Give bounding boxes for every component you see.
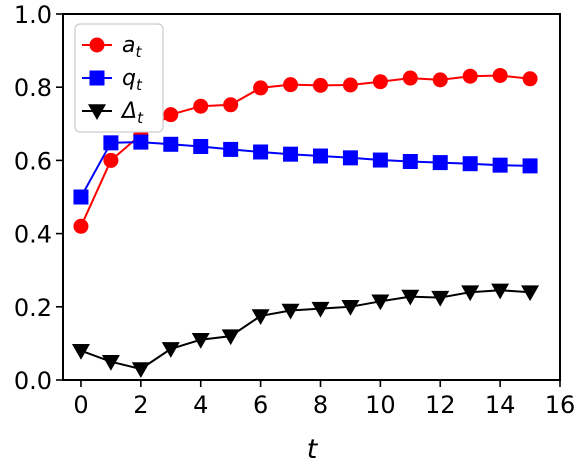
data-point — [492, 157, 508, 173]
data-point — [223, 97, 239, 113]
x-axis-label: t — [307, 434, 319, 465]
data-point — [432, 155, 448, 171]
data-point — [71, 343, 90, 360]
data-point — [402, 70, 418, 86]
x-tick-label: 4 — [193, 391, 208, 419]
data-point — [253, 144, 269, 160]
data-point — [193, 138, 209, 154]
series-line — [80, 141, 531, 198]
legend-marker — [88, 104, 106, 120]
data-point — [131, 362, 150, 379]
data-point — [431, 290, 450, 307]
data-point — [101, 354, 120, 371]
data-point — [281, 303, 300, 320]
legend-label: Δt — [120, 99, 144, 127]
x-tick-label: 14 — [485, 391, 516, 419]
data-point — [223, 141, 239, 157]
data-point — [311, 301, 330, 318]
y-tick-label: 0.4 — [14, 221, 52, 249]
data-point — [402, 153, 418, 169]
data-point — [163, 136, 179, 152]
legend-marker — [89, 70, 105, 86]
legend-subscript: t — [137, 109, 144, 127]
data-point — [73, 189, 89, 205]
y-tick-label: 0.8 — [14, 74, 52, 102]
legend-label: at — [122, 33, 142, 61]
data-point — [103, 135, 119, 151]
data-point — [461, 285, 480, 302]
data-point — [401, 289, 420, 306]
data-point — [372, 74, 388, 90]
x-tick-label: 16 — [545, 391, 576, 419]
y-tick-label: 0.0 — [14, 367, 52, 395]
data-point — [462, 68, 478, 84]
data-point — [371, 294, 390, 311]
x-tick-label: 6 — [253, 391, 268, 419]
x-tick-label: 0 — [73, 391, 88, 419]
legend-symbol: q — [122, 66, 136, 91]
legend-symbol: Δ — [120, 99, 137, 124]
legend-subscript: t — [136, 76, 143, 94]
data-point — [521, 285, 540, 302]
data-point — [133, 134, 149, 150]
legend-subscript: t — [135, 43, 142, 61]
x-tick-label: 8 — [313, 391, 328, 419]
data-point — [342, 77, 358, 93]
legend-label: qt — [122, 66, 143, 94]
data-point — [283, 146, 299, 162]
plot-frame — [62, 13, 561, 381]
data-point — [462, 156, 478, 172]
data-point — [191, 332, 210, 349]
data-point — [253, 80, 269, 96]
ticks-layer: 0 2 4 6 8 10 12 14 16 0.0 0.2 0.4 0.6 0.8 1.0 — [14, 1, 575, 419]
data-point — [312, 77, 328, 93]
data-point — [221, 329, 240, 346]
x-tick-label: 2 — [133, 391, 148, 419]
data-point — [432, 72, 448, 88]
x-tick-label: 12 — [425, 391, 456, 419]
x-tick-label: 10 — [365, 391, 396, 419]
data-point — [522, 71, 538, 87]
data-point — [193, 98, 209, 114]
data-point — [103, 152, 119, 168]
data-point — [163, 107, 179, 123]
data-point — [522, 158, 538, 174]
data-point — [342, 150, 358, 166]
data-point — [283, 77, 299, 93]
data-point — [251, 309, 270, 325]
data-point — [312, 148, 328, 164]
data-point — [73, 218, 89, 234]
data-point — [161, 342, 180, 358]
legend-marker — [89, 37, 105, 53]
data-point — [341, 300, 360, 316]
data-point — [372, 152, 388, 168]
data-point — [491, 283, 510, 300]
series-line — [80, 289, 531, 371]
y-tick-label: 0.2 — [14, 294, 52, 322]
y-tick-label: 0.6 — [14, 147, 52, 175]
y-tick-label: 1.0 — [14, 1, 52, 29]
legend-symbol: a — [122, 33, 135, 58]
data-point — [492, 67, 508, 83]
